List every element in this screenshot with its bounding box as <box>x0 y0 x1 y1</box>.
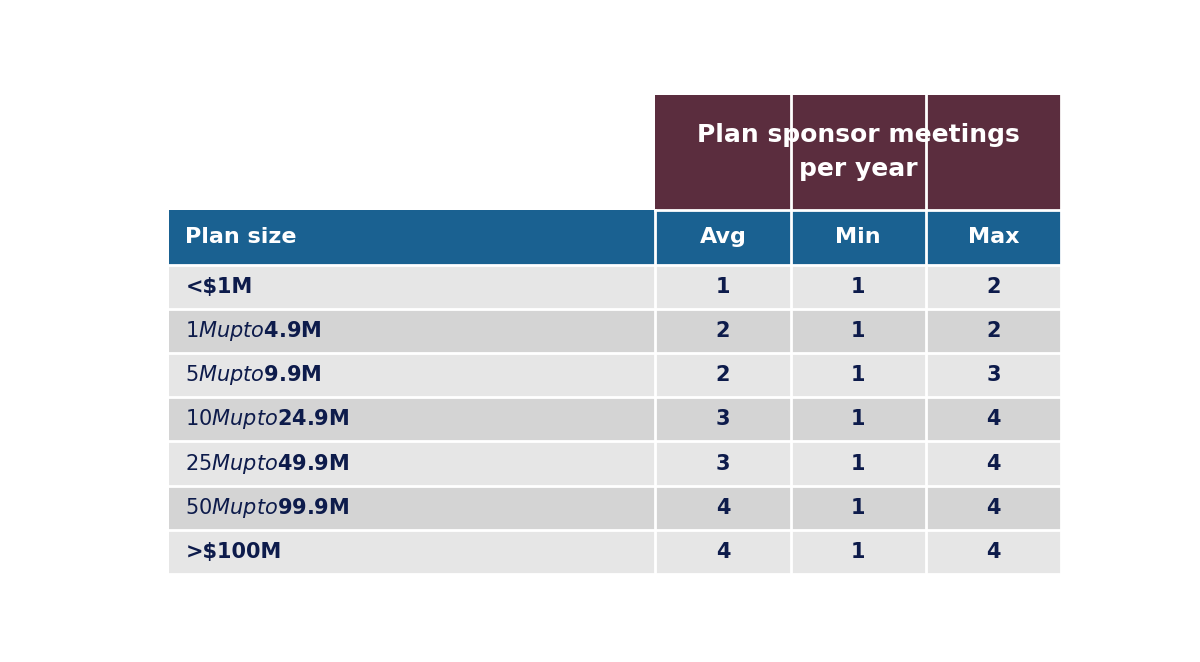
Text: 1: 1 <box>715 277 730 297</box>
Text: 4: 4 <box>715 542 730 562</box>
Bar <box>791 353 926 397</box>
Bar <box>791 530 926 574</box>
Bar <box>168 442 655 486</box>
Text: Plan sponsor meetings
per year: Plan sponsor meetings per year <box>697 124 1020 181</box>
Text: 3: 3 <box>715 409 730 430</box>
Bar <box>655 353 791 397</box>
Text: 1: 1 <box>851 453 865 473</box>
Bar <box>168 265 655 309</box>
Bar <box>791 397 926 442</box>
Text: 2: 2 <box>986 277 1001 297</box>
Bar <box>655 210 791 265</box>
Text: 1: 1 <box>851 365 865 385</box>
Bar <box>168 210 655 265</box>
Bar <box>791 309 926 353</box>
Text: $10M up to $24.9M: $10M up to $24.9M <box>185 407 349 432</box>
Bar <box>655 309 791 353</box>
Bar <box>655 95 1061 210</box>
Bar <box>791 265 926 309</box>
Bar <box>926 265 1062 309</box>
Bar <box>926 486 1062 530</box>
Text: Plan size: Plan size <box>185 227 296 248</box>
Text: 1: 1 <box>851 498 865 518</box>
Bar <box>168 530 655 574</box>
Bar <box>926 397 1062 442</box>
Bar <box>655 442 791 486</box>
Text: <$1M: <$1M <box>185 277 252 297</box>
Bar <box>168 353 655 397</box>
Text: 4: 4 <box>986 498 1001 518</box>
Bar <box>926 210 1062 265</box>
Text: 1: 1 <box>851 277 865 297</box>
Text: $50M up to $99.9M: $50M up to $99.9M <box>185 496 349 520</box>
Bar <box>926 530 1062 574</box>
Text: 4: 4 <box>986 542 1001 562</box>
Text: $25M up to $49.9M: $25M up to $49.9M <box>185 451 349 475</box>
Bar <box>655 486 791 530</box>
Bar <box>791 486 926 530</box>
Text: 2: 2 <box>986 321 1001 341</box>
Text: 3: 3 <box>986 365 1001 385</box>
Text: 4: 4 <box>986 453 1001 473</box>
Text: 2: 2 <box>715 365 730 385</box>
Text: 4: 4 <box>986 409 1001 430</box>
Bar <box>926 353 1062 397</box>
Text: $5M up to $9.9M: $5M up to $9.9M <box>185 363 322 387</box>
Text: $1M up to $4.9M: $1M up to $4.9M <box>185 319 322 343</box>
Text: 1: 1 <box>851 409 865 430</box>
Bar <box>791 442 926 486</box>
Text: 3: 3 <box>715 453 730 473</box>
Text: 4: 4 <box>715 498 730 518</box>
Bar <box>655 397 791 442</box>
Text: >$100M: >$100M <box>185 542 282 562</box>
Text: Avg: Avg <box>700 227 746 248</box>
Text: 1: 1 <box>851 321 865 341</box>
Bar <box>655 530 791 574</box>
Text: 1: 1 <box>851 542 865 562</box>
Text: 2: 2 <box>715 321 730 341</box>
Bar <box>791 210 926 265</box>
Bar <box>168 486 655 530</box>
Text: Min: Min <box>835 227 881 248</box>
Bar <box>655 265 791 309</box>
Bar <box>168 309 655 353</box>
Bar <box>926 442 1062 486</box>
Bar <box>926 309 1062 353</box>
Text: Max: Max <box>968 227 1020 248</box>
Bar <box>168 397 655 442</box>
